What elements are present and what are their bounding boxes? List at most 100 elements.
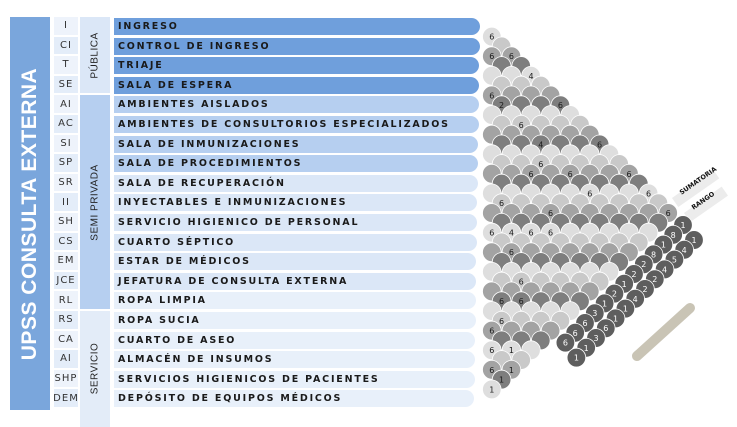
row-code: SH: [54, 213, 78, 231]
row-code: I: [54, 17, 78, 35]
matrix-cell-value: 6: [548, 229, 553, 238]
zone-block: SERVICIO: [80, 311, 110, 427]
row-label: ESTAR DE MÉDICOS: [114, 253, 477, 271]
matrix-cell-value: 6: [489, 52, 494, 61]
matrix-cell-value: 6: [646, 189, 651, 198]
sumatoria-cell-value: 3: [592, 309, 597, 318]
row-label: SERVICIOS HIGIENICOS DE PACIENTES: [114, 370, 475, 388]
matrix-cell-value: 1: [489, 385, 494, 394]
row-label: CUARTO DE ASEO: [114, 331, 476, 349]
row-label: AMBIENTES DE CONSULTORIOS ESPECIALIZADOS: [114, 116, 479, 133]
matrix-cell-value: 6: [499, 317, 504, 326]
matrix-cell-value: 1: [509, 366, 514, 375]
rango-cell-shape: [566, 347, 587, 368]
row-code: II: [54, 193, 78, 211]
matrix-cell-value: 6: [528, 229, 533, 238]
row-code: JCE: [54, 271, 78, 290]
row-code: RL: [54, 291, 78, 309]
rango-cell: 1: [566, 347, 587, 368]
rango-cell-value: 4: [682, 246, 687, 255]
matrix-cell-value: 6: [489, 229, 494, 238]
sumatoria-cell-value: 2: [612, 290, 617, 299]
row-label: AMBIENTES AISLADOS: [114, 96, 479, 114]
matrix-cell-value: 6: [626, 170, 631, 179]
matrix-cell-value: 6: [538, 160, 543, 169]
matrix-cell-value: 6: [519, 121, 524, 130]
row-code: SP: [54, 154, 78, 172]
row-label: SALA DE RECUPERACIÓN: [114, 174, 478, 192]
row-code: EM: [54, 252, 78, 270]
rango-cell-value: 2: [652, 275, 657, 284]
rango-cell-value: 1: [623, 305, 628, 314]
row-label: SALA DE ESPERA: [114, 76, 480, 94]
matrix-cell-value: 6: [489, 33, 494, 42]
rango-cell-value: 1: [584, 344, 589, 353]
matrix-cell-value: 4: [538, 140, 543, 149]
row-label: INYECTABLES E INMUNIZACIONES: [114, 194, 478, 212]
sumatoria-cell-shape: [555, 332, 576, 353]
row-label: ROPA LIMPIA: [114, 292, 476, 310]
matrix-cell-value: 1: [509, 346, 514, 355]
row-label: SALA DE INMUNIZACIONES: [114, 135, 479, 153]
rango-cell-value: 5: [672, 256, 677, 265]
row-label: CUARTO SÉPTICO: [114, 233, 477, 251]
matrix-cell-value: 6: [558, 101, 563, 110]
row-code: AI: [54, 350, 78, 368]
sumatoria-cell-value: 6: [582, 319, 587, 328]
row-code: T: [54, 56, 78, 74]
row-code: CA: [54, 330, 78, 349]
matrix-cell-value: 6: [489, 366, 494, 375]
legend-sum-plaque: [672, 169, 720, 208]
row-label: INGRESO: [114, 18, 480, 35]
row-label: ROPA SUCIA: [114, 312, 476, 329]
rango-cell-value: 1: [574, 354, 579, 363]
matrix-cell-value: 6: [528, 170, 533, 179]
matrix-cell-value: 6: [548, 209, 553, 218]
row-code: SE: [54, 75, 78, 94]
matrix-cell-value: 6: [499, 199, 504, 208]
rango-cell-value: 1: [613, 314, 618, 323]
sumatoria-cell-value: 2: [631, 270, 636, 279]
matrix-cell-value: 6: [489, 91, 494, 100]
sumatoria-cell: 6: [555, 332, 576, 353]
matrix-cell-value: 2: [499, 101, 504, 110]
rango-cell-value: 6: [603, 324, 608, 333]
sumatoria-cell-value: 6: [563, 339, 568, 348]
row-label: SERVICIO HIGIENICO DE PERSONAL: [114, 214, 477, 231]
zone-block: PÚBLICA: [80, 17, 110, 94]
decorative-bar: [632, 303, 695, 361]
matrix-cell-value: 6: [499, 297, 504, 306]
sumatoria-cell-value: 1: [661, 241, 666, 250]
sumatoria-cell-value: 8: [671, 231, 676, 240]
matrix-cell-value: 6: [597, 140, 602, 149]
row-label: DEPÓSITO DE EQUIPOS MÉDICOS: [114, 390, 475, 408]
rango-cell-value: 4: [662, 265, 667, 274]
sumatoria-cell-value: 2: [641, 260, 646, 269]
sumatoria-cell-value: 1: [602, 299, 607, 308]
matrix-cell-value: 6: [489, 327, 494, 336]
matrix-cell-value: 6: [587, 189, 592, 198]
rango-cell-value: 4: [633, 295, 638, 304]
row-code: AC: [54, 115, 78, 133]
row-label: JEFATURA DE CONSULTA EXTERNA: [114, 272, 477, 290]
matrix-cell-value: 4: [509, 229, 514, 238]
matrix-cell-value: 1: [499, 376, 504, 385]
row-label: SALA DE PROCEDIMIENTOS: [114, 155, 478, 173]
sumatoria-cell-value: 1: [622, 280, 627, 289]
row-code: CI: [54, 36, 78, 55]
zone-block: SEMI PRIVADA: [80, 95, 110, 309]
matrix-cell-value: 6: [489, 346, 494, 355]
row-code: AI: [54, 95, 78, 113]
matrix-cell-value: 6: [519, 278, 524, 287]
row-code: SHP: [54, 369, 78, 388]
row-code: SI: [54, 134, 78, 153]
sumatoria-cell-value: 1: [680, 221, 685, 230]
rango-cell-value: 2: [642, 285, 647, 294]
row-label: TRIAJE: [114, 57, 480, 75]
matrix-cell-value: 6: [509, 248, 514, 257]
matrix-cell-value: 6: [568, 170, 573, 179]
row-label: CONTROL DE INGRESO: [114, 37, 480, 55]
row-code: RS: [54, 311, 78, 329]
row-code: SR: [54, 173, 78, 192]
